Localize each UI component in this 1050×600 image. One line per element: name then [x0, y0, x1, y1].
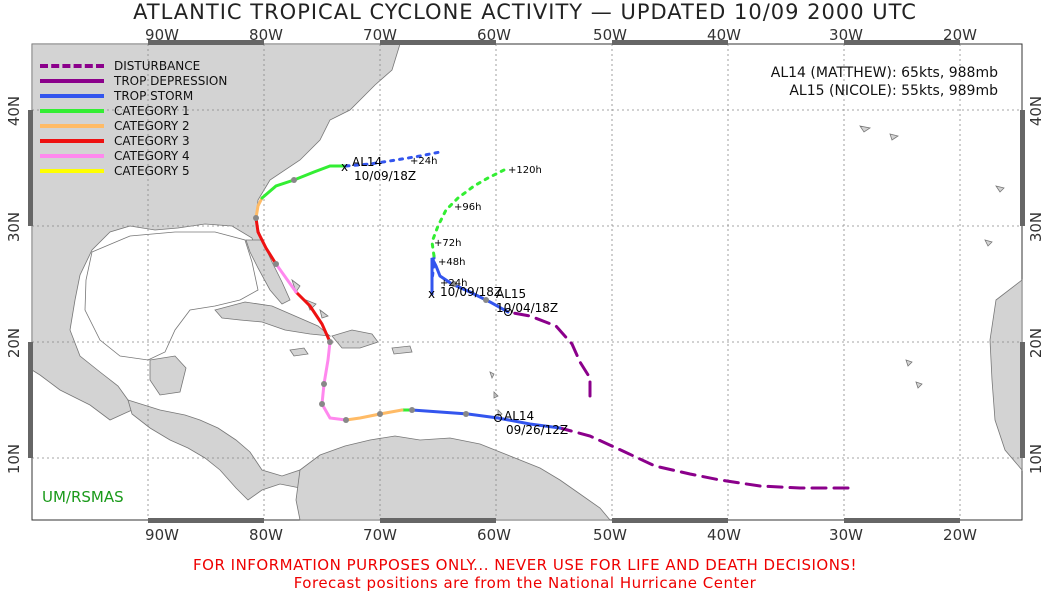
lon-label-bottom: 40W [707, 526, 741, 544]
canary-island [995, 185, 1005, 193]
al14-name-start: AL14 [504, 409, 534, 423]
lon-label-top: 40W [707, 26, 741, 44]
legend-swatch [40, 168, 104, 173]
al14-disturbance-segment [558, 426, 850, 490]
bahamas-island [291, 278, 301, 293]
legend-swatch [40, 138, 104, 143]
legend-item-category-5: CATEGORY 5 [40, 163, 227, 178]
al14-cat1-segment-2 [260, 164, 348, 200]
lon-label-top: 60W [477, 26, 511, 44]
storm-info-al14: AL14 (MATTHEW): 65kts, 988mb [770, 65, 998, 81]
credit-label: UM/RSMAS [42, 488, 124, 506]
lon-label-bottom: 60W [477, 526, 511, 544]
al14-track [254, 150, 850, 490]
legend-item-category-4: CATEGORY 4 [40, 148, 227, 163]
legend-swatch [40, 63, 104, 68]
al14-start-label: 09/26/12Z [506, 423, 568, 437]
lon-label-bottom: 70W [363, 526, 397, 544]
legend-label: TROP DEPRESSION [114, 73, 228, 88]
al15-forecast-label-120h: +120h [508, 165, 542, 176]
legend-swatch [40, 153, 104, 158]
al15-current-marker: x [428, 287, 435, 301]
al14-cat2-segment-1 [344, 408, 404, 422]
al15-name-start: AL15 [496, 287, 526, 301]
lon-label-top: 50W [593, 26, 627, 44]
al14-cat2-segment-2 [254, 196, 264, 220]
gulf-of-mexico [84, 231, 259, 361]
al15-forecast-label-72h: +72h [434, 238, 461, 249]
al14-name-current: AL14 [352, 155, 382, 169]
lon-label-bottom: 80W [249, 526, 283, 544]
legend-swatch [40, 108, 104, 113]
cape-verde-islands [905, 359, 913, 367]
disclaimer-forecast-source: Forecast positions are from the National… [293, 574, 757, 592]
legend-item-category-2: CATEGORY 2 [40, 118, 227, 133]
storm-info-al15: AL15 (NICOLE): 55kts, 989mb [789, 83, 998, 99]
al14-current-label: 10/09/18Z [354, 169, 416, 183]
al15-forecast-label-24h: +24h [440, 278, 467, 289]
legend-swatch [40, 78, 104, 83]
lon-label-top: 90W [145, 26, 179, 44]
legend-label: CATEGORY 5 [114, 163, 190, 178]
lon-label-top: 80W [249, 26, 283, 44]
storm-info-panel: AL14 (MATTHEW): 65kts, 988mb AL15 (NICOL… [771, 64, 998, 100]
al15-forecast-ts [430, 254, 436, 296]
canary-island [984, 239, 993, 247]
azores-island [889, 133, 899, 141]
al14-forecast-label-24h: +24h [410, 156, 437, 167]
lesser-antilles [489, 371, 495, 380]
graticule [32, 44, 1022, 520]
al14-current-marker: x [341, 160, 348, 174]
al14-ts-segment-1 [410, 408, 562, 430]
al14-cat3-segment-2 [254, 216, 278, 266]
cape-verde-islands [915, 381, 923, 389]
lon-label-top: 30W [829, 26, 863, 44]
legend-item-category-3: CATEGORY 3 [40, 133, 227, 148]
frame-bars [28, 40, 1025, 523]
lon-label-bottom: 30W [829, 526, 863, 544]
bahamas-island [319, 309, 329, 319]
al14-cat4-segment-1 [320, 340, 348, 422]
al15-disturbance-segment [506, 310, 592, 398]
al15-forecast-cat1 [430, 168, 506, 258]
al15-forecast-label-96h: +96h [454, 202, 481, 213]
legend-label: TROP STORM [114, 88, 194, 103]
legend: DISTURBANCE TROP DEPRESSION TROP STORM C… [40, 58, 227, 178]
legend-item-disturbance: DISTURBANCE [40, 58, 227, 73]
al15-start-marker [504, 308, 512, 316]
legend-swatch [40, 93, 104, 98]
lon-label-top: 20W [943, 26, 977, 44]
al14-start-marker [494, 414, 502, 422]
legend-item-trop-depression: TROP DEPRESSION [40, 73, 227, 88]
lon-label-bottom: 90W [145, 526, 179, 544]
al15-current-label: 10/09/18Z [440, 285, 502, 299]
legend-label: CATEGORY 3 [114, 133, 190, 148]
legend-label: CATEGORY 1 [114, 103, 190, 118]
legend-label: CATEGORY 4 [114, 148, 190, 163]
al14-forecast [344, 150, 442, 168]
lon-label-bottom: 20W [943, 526, 977, 544]
disclaimer: FOR INFORMATION PURPOSES ONLY... NEVER U… [193, 556, 857, 574]
al15-start-label: 10/04/18Z [496, 301, 558, 315]
legend-label: CATEGORY 2 [114, 118, 190, 133]
azores-island [859, 125, 872, 133]
legend-item-trop-storm: TROP STORM [40, 88, 227, 103]
track-points [253, 177, 489, 423]
land [31, 43, 1023, 521]
al14-cat3-segment [294, 290, 332, 344]
al14-cat4-segment-2 [274, 262, 298, 294]
legend-swatch [40, 123, 104, 128]
lon-label-top: 70W [363, 26, 397, 44]
lon-label-bottom: 50W [593, 526, 627, 544]
legend-item-category-1: CATEGORY 1 [40, 103, 227, 118]
map-title: ATLANTIC TROPICAL CYCLONE ACTIVITY — UPD… [133, 0, 917, 24]
al15-forecast-label-48h: +48h [438, 257, 465, 268]
legend-label: DISTURBANCE [114, 58, 201, 73]
